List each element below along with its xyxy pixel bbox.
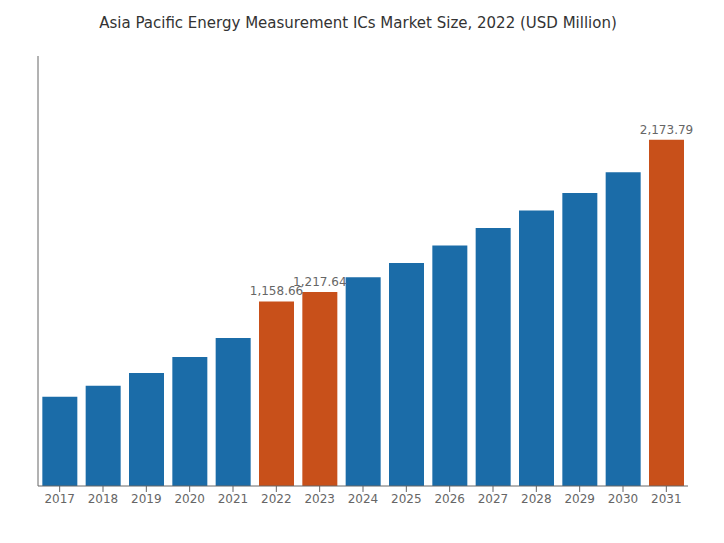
svg-text:2030: 2030 — [608, 492, 639, 506]
svg-text:2031: 2031 — [651, 492, 682, 506]
svg-text:2018: 2018 — [88, 492, 119, 506]
svg-text:2025: 2025 — [391, 492, 422, 506]
svg-text:2019: 2019 — [131, 492, 162, 506]
svg-text:2,173.79: 2,173.79 — [640, 123, 693, 137]
svg-text:2017: 2017 — [44, 492, 75, 506]
svg-text:2026: 2026 — [434, 492, 465, 506]
svg-text:2028: 2028 — [521, 492, 552, 506]
svg-text:2023: 2023 — [304, 492, 335, 506]
svg-text:2021: 2021 — [218, 492, 249, 506]
svg-text:2029: 2029 — [564, 492, 595, 506]
svg-text:2020: 2020 — [174, 492, 205, 506]
svg-text:1,158.66: 1,158.66 — [249, 284, 304, 299]
html-text:Asia Pacific Energy Measuremen: Asia Pacific Energy Measurement ICs Mark… — [99, 14, 617, 32]
svg-text:2027: 2027 — [478, 492, 509, 506]
svg-text:2022: 2022 — [261, 492, 292, 506]
svg-text:1,217.64: 1,217.64 — [293, 275, 346, 289]
svg-text:2024: 2024 — [348, 492, 379, 506]
